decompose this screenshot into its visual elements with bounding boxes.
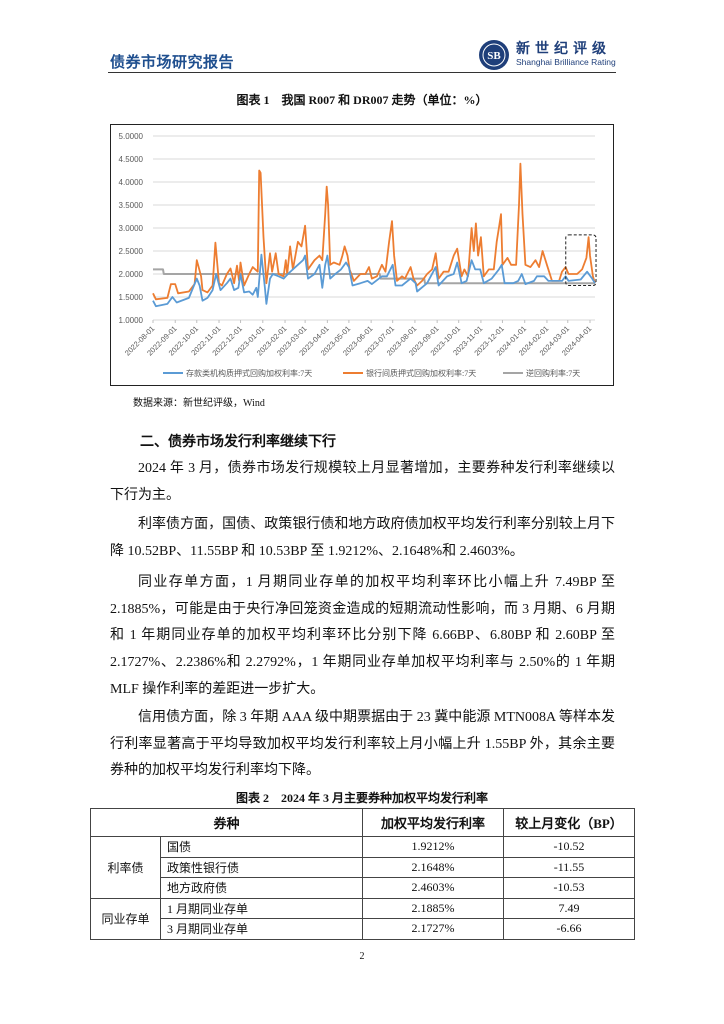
rate-trend-chart: 1.0000 1.5000 2.0000 2.5000 3.0000 3.5000 4.00…	[110, 124, 614, 386]
group-label: 利率债	[90, 836, 161, 899]
rate-cell: 2.1885%	[362, 897, 504, 919]
y-tick-label: 1.5000	[119, 293, 144, 302]
table-row: 政策性银行债 2.1648% -11.55	[91, 856, 635, 878]
figure1-caption: 图表 1 我国 R007 和 DR007 走势（单位：%）	[236, 93, 488, 107]
y-tick-label: 2.5000	[119, 247, 144, 256]
y-tick-label: 4.5000	[119, 155, 144, 164]
legend-label: 逆回购利率:7天	[526, 368, 580, 378]
legend-label: 存款类机构质押式回购加权利率:7天	[186, 368, 312, 378]
change-cell: -6.66	[503, 918, 635, 940]
table-caption: 图表 2 2024 年 3 月主要券种加权平均发行利率	[235, 791, 488, 805]
paragraph: 利率债方面，国债、政策银行债和地方政府债加权平均发行利率分别较上月下降 10.5…	[110, 517, 615, 559]
figure1-source: 数据来源：新世纪评级，Wind	[133, 398, 265, 409]
header-bond-type: 券种	[90, 808, 363, 837]
header-rate: 加权平均发行利率	[362, 808, 504, 837]
chart-svg: 1.0000 1.5000 2.0000 2.5000 3.0000 3.5000 4.00…	[119, 132, 597, 378]
table-row: 3 月期同业存单 2.1727% -6.66	[91, 918, 635, 940]
logo: SB	[477, 38, 617, 70]
bond-name: 1 月期同业存单	[160, 897, 363, 919]
paragraph: 同业存单方面，1 月期同业存单的加权平均利率环比小幅上升 7.49BP 至 2.…	[110, 575, 615, 697]
rate-cell: 2.4603%	[362, 877, 504, 899]
page-number: 2	[359, 951, 365, 962]
series-line-reverse-repo	[153, 268, 595, 285]
bond-name: 国债	[160, 836, 363, 858]
issuance-rate-table: 券种 加权平均发行利率 较上月变化（BP） 利率债 国债 1.9212% -10…	[90, 808, 635, 940]
bond-name: 地方政府债	[160, 877, 363, 899]
table-row: 地方政府债 2.4603% -10.53	[91, 877, 635, 899]
paragraph: 信用债方面，除 3 年期 AAA 级中期票据由于 23 冀中能源 MTN008A…	[110, 710, 615, 779]
y-tick-label: 3.0000	[119, 224, 144, 233]
y-tick-label: 2.0000	[119, 270, 144, 279]
series-line-interbank-repo	[152, 162, 596, 301]
change-cell: 7.49	[503, 897, 635, 919]
bond-name: 政策性银行债	[160, 856, 363, 878]
svg-text:SB: SB	[487, 50, 501, 62]
logo-english-name: Shanghai Brilliance Rating	[516, 57, 616, 67]
logo-chinese-name: 新世纪评级	[516, 42, 611, 57]
y-tick-label: 4.0000	[119, 178, 144, 187]
table-header-row: 券种 加权平均发行利率 较上月变化（BP）	[90, 808, 635, 837]
rate-cell: 2.1727%	[362, 918, 504, 940]
table-row: 利率债 国债 1.9212% -10.52	[90, 836, 635, 899]
y-tick-label: 1.0000	[119, 316, 144, 325]
paragraph: 2024 年 3 月，债券市场发行规模较上月显著增加，主要券种发行利率继续以下行…	[110, 461, 615, 503]
logo-seal-icon: SB	[479, 40, 509, 70]
y-tick-label: 5.0000	[119, 132, 144, 141]
group-label: 同业存单	[90, 897, 161, 940]
series-line-deposit-repo	[152, 253, 596, 308]
rate-cell: 2.1648%	[362, 856, 504, 878]
table-row: 同业存单 1 月期同业存单 2.1885% 7.49	[90, 897, 635, 940]
change-cell: -11.55	[503, 856, 635, 878]
change-cell: -10.53	[503, 877, 635, 899]
y-tick-label: 3.5000	[119, 201, 144, 210]
header-change: 较上月变化（BP）	[503, 808, 635, 837]
highlight-box	[565, 234, 597, 286]
bond-name: 3 月期同业存单	[160, 918, 363, 940]
change-cell: -10.52	[503, 836, 635, 858]
report-title: 债券市场研究报告	[110, 53, 235, 71]
section-heading: 二、债券市场发行利率继续下行	[140, 434, 336, 450]
header-divider	[108, 72, 616, 73]
rate-cell: 1.9212%	[362, 836, 504, 858]
legend-label: 银行间质押式回购加权利率:7天	[366, 368, 476, 378]
